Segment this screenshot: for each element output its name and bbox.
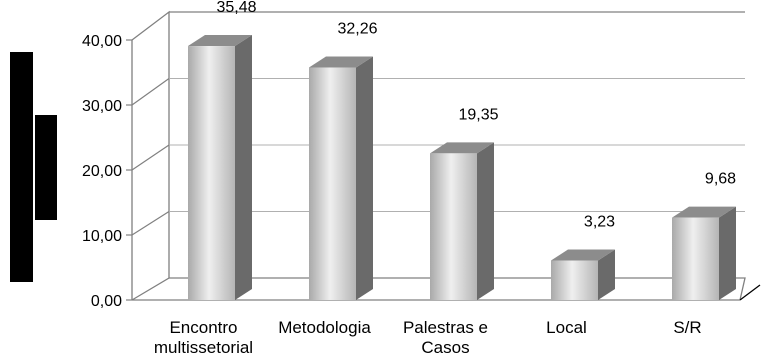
y-tick-label: 10,00: [82, 228, 122, 245]
y-tick-label: 40,00: [82, 33, 122, 50]
data-label: 3,23: [584, 214, 615, 231]
bar: [309, 56, 373, 300]
bar-face: [672, 217, 719, 300]
bar-face: [309, 67, 356, 300]
bar-top: [188, 35, 252, 47]
legend-bar-inner: [35, 115, 57, 220]
floor-edge-tick: [739, 284, 761, 301]
data-label: 35,48: [216, 0, 256, 16]
bar-face: [430, 153, 477, 300]
data-labels: 35,48 32,26 19,35 3,23 9,68: [216, 0, 736, 231]
grid-line-side: [131, 210, 170, 236]
bar-face: [551, 260, 598, 300]
bar: [430, 142, 494, 300]
y-tick-label: 20,00: [82, 163, 122, 180]
category-label: Encontro: [169, 318, 237, 337]
y-tick-label: 0,00: [91, 293, 122, 310]
bar: [551, 249, 615, 300]
y-axis-ticks: 0,00 10,00 20,00 30,00 40,00: [82, 33, 132, 310]
legend-bar-outer: [10, 52, 33, 282]
bars: [188, 35, 736, 301]
bar-side: [598, 249, 615, 300]
bar-face: [188, 46, 235, 300]
category-label: Local: [546, 318, 587, 337]
data-label: 19,35: [458, 106, 498, 123]
bar-side: [356, 56, 373, 300]
bar-side: [477, 142, 494, 300]
bar-top: [309, 56, 373, 68]
bar: [672, 206, 736, 300]
y-tick-label: 30,00: [82, 98, 122, 115]
grid-line-side: [131, 144, 170, 171]
bar-top: [551, 249, 615, 261]
data-label: 32,26: [337, 20, 377, 37]
category-label: S/R: [673, 318, 701, 337]
bar-side: [235, 35, 252, 301]
side-wall: [131, 10, 170, 301]
bar-side: [719, 206, 736, 300]
grid-line-side: [131, 78, 170, 106]
bar-top: [430, 142, 494, 154]
bar: [188, 35, 252, 301]
data-label: 9,68: [705, 171, 736, 188]
bar-top: [672, 206, 736, 218]
category-label: multissetorial: [154, 338, 253, 357]
category-label: Casos: [421, 338, 469, 357]
category-label: Metodologia: [278, 318, 371, 337]
category-label: Palestras e: [403, 318, 488, 337]
